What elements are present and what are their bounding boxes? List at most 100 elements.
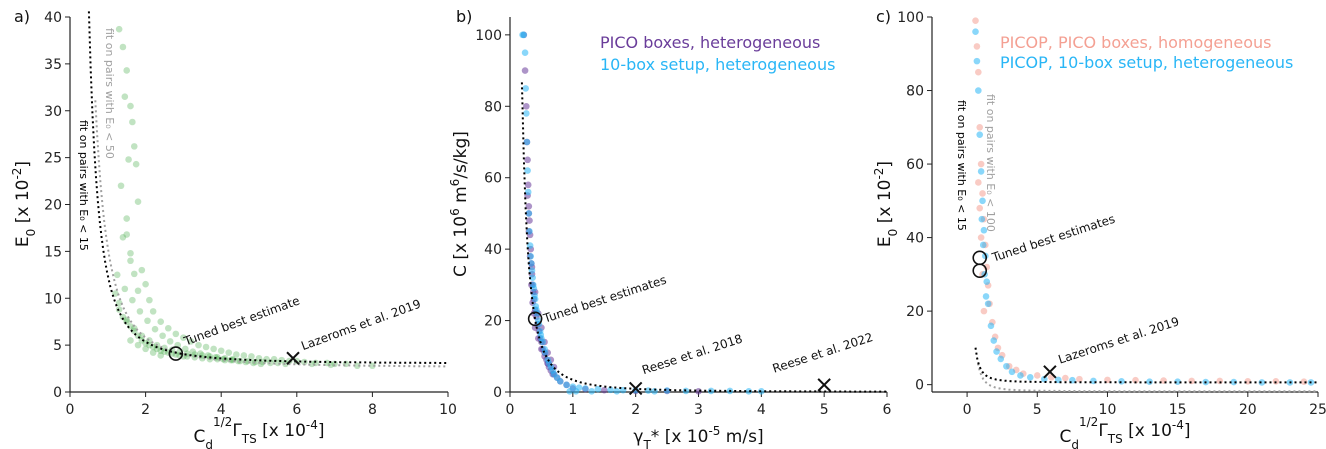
reference-marker — [286, 351, 300, 365]
data-point — [1132, 376, 1139, 384]
data-point — [153, 345, 161, 353]
fit-label-grey: fit on pairs with E₀ < 100 — [984, 94, 997, 232]
data-point — [539, 338, 546, 346]
data-point — [138, 337, 146, 344]
label-part: TS — [241, 432, 257, 446]
data-point — [331, 360, 338, 368]
y-tick-label: 40 — [906, 231, 924, 247]
y-tick-label: 15 — [44, 244, 62, 260]
x-tick-label: 8 — [368, 402, 377, 418]
data-point — [523, 102, 530, 110]
label-part: [x 10 — [257, 421, 306, 441]
label-part: 0 — [24, 229, 38, 237]
label-part: E — [13, 236, 33, 247]
x-axis-label: Cd1/2ΓTS [x 10-4] — [194, 415, 325, 449]
data-point — [524, 156, 531, 164]
data-point — [528, 260, 535, 267]
data-point — [240, 352, 248, 359]
x-tick-label: 2 — [631, 402, 640, 418]
legend-pico: PICO boxes, heterogeneous — [600, 33, 820, 52]
data-point — [979, 190, 986, 197]
data-point — [130, 324, 138, 332]
data-point — [250, 359, 257, 367]
label-part: m — [451, 186, 471, 208]
data-point — [1258, 379, 1266, 386]
data-point — [202, 343, 210, 351]
data-point — [123, 67, 130, 74]
data-point — [123, 215, 130, 222]
x-tick-label: 10 — [1099, 402, 1117, 418]
data-point — [257, 360, 265, 368]
label-part: d — [205, 438, 213, 449]
label-part: C — [1060, 427, 1072, 447]
data-point — [525, 210, 533, 217]
label-part: d — [1071, 438, 1079, 449]
label-part: TS — [1107, 432, 1123, 446]
data-point — [195, 341, 202, 349]
label-part: 1/2 — [1079, 415, 1098, 429]
y-tick-label: 60 — [906, 157, 924, 173]
y-tick-label: 100 — [475, 28, 502, 44]
y-tick-label: 100 — [897, 10, 924, 26]
data-point — [206, 353, 214, 360]
y-tick-label: 20 — [484, 314, 502, 330]
data-point — [121, 93, 129, 100]
data-point — [980, 226, 988, 234]
data-point — [121, 285, 129, 293]
label-part: 6 — [448, 208, 462, 216]
x-tick-label: 2 — [141, 402, 150, 418]
data-point — [129, 296, 136, 304]
data-point — [972, 17, 979, 24]
data-point — [524, 188, 532, 196]
x-tick-label: 6 — [292, 402, 301, 418]
y-tick-label: 25 — [44, 151, 62, 167]
y-tick-label: 40 — [484, 242, 502, 258]
legend-10box: 10-box setup, heterogeneous — [600, 55, 835, 74]
data-point — [973, 57, 981, 65]
data-point — [157, 352, 165, 359]
y-tick-label: 30 — [44, 104, 62, 120]
y-tick-label: 0 — [53, 385, 62, 401]
data-point — [644, 387, 652, 394]
data-point — [125, 156, 132, 163]
x-tick-label: 0 — [963, 402, 972, 418]
x-tick-label: 0 — [506, 402, 515, 418]
x-axis-label: γT* [x 10-5 m/s] — [633, 424, 763, 449]
label-part: /s/kg] — [451, 131, 471, 179]
data-point — [113, 271, 121, 279]
data-point — [210, 345, 217, 353]
data-point — [248, 353, 255, 360]
label-part: ] — [1184, 421, 1191, 441]
data-point — [980, 307, 988, 315]
y-tick-label: 80 — [484, 99, 502, 115]
data-point — [172, 330, 180, 338]
data-point — [180, 334, 187, 341]
data-point — [524, 181, 532, 189]
legend-pico-boxes: PICOP, PICO boxes, homogeneous — [1000, 33, 1272, 52]
data-point — [978, 215, 986, 223]
y-tick-label: 60 — [484, 171, 502, 187]
y-tick-label: 40 — [44, 10, 62, 26]
x-tick-label: 10 — [439, 402, 457, 418]
label-part: ] — [318, 421, 325, 441]
data-point — [166, 338, 174, 345]
data-point — [1272, 378, 1280, 385]
y-tick-label: 0 — [493, 385, 502, 401]
data-point — [115, 25, 123, 33]
x-tick-label: 6 — [883, 402, 892, 418]
data-point — [197, 350, 204, 357]
data-point — [982, 293, 990, 300]
data-point — [225, 349, 233, 356]
fit-curve — [520, 82, 887, 393]
data-point — [119, 313, 127, 321]
data-point — [588, 387, 595, 395]
data-point — [976, 204, 984, 212]
data-point — [521, 67, 529, 74]
data-point — [146, 296, 153, 304]
y-axis-label: E0 [x 10-2] — [10, 161, 38, 247]
x-tick-label: 25 — [1309, 402, 1326, 418]
data-point — [282, 360, 289, 368]
data-point — [600, 386, 608, 394]
data-point — [745, 387, 753, 395]
